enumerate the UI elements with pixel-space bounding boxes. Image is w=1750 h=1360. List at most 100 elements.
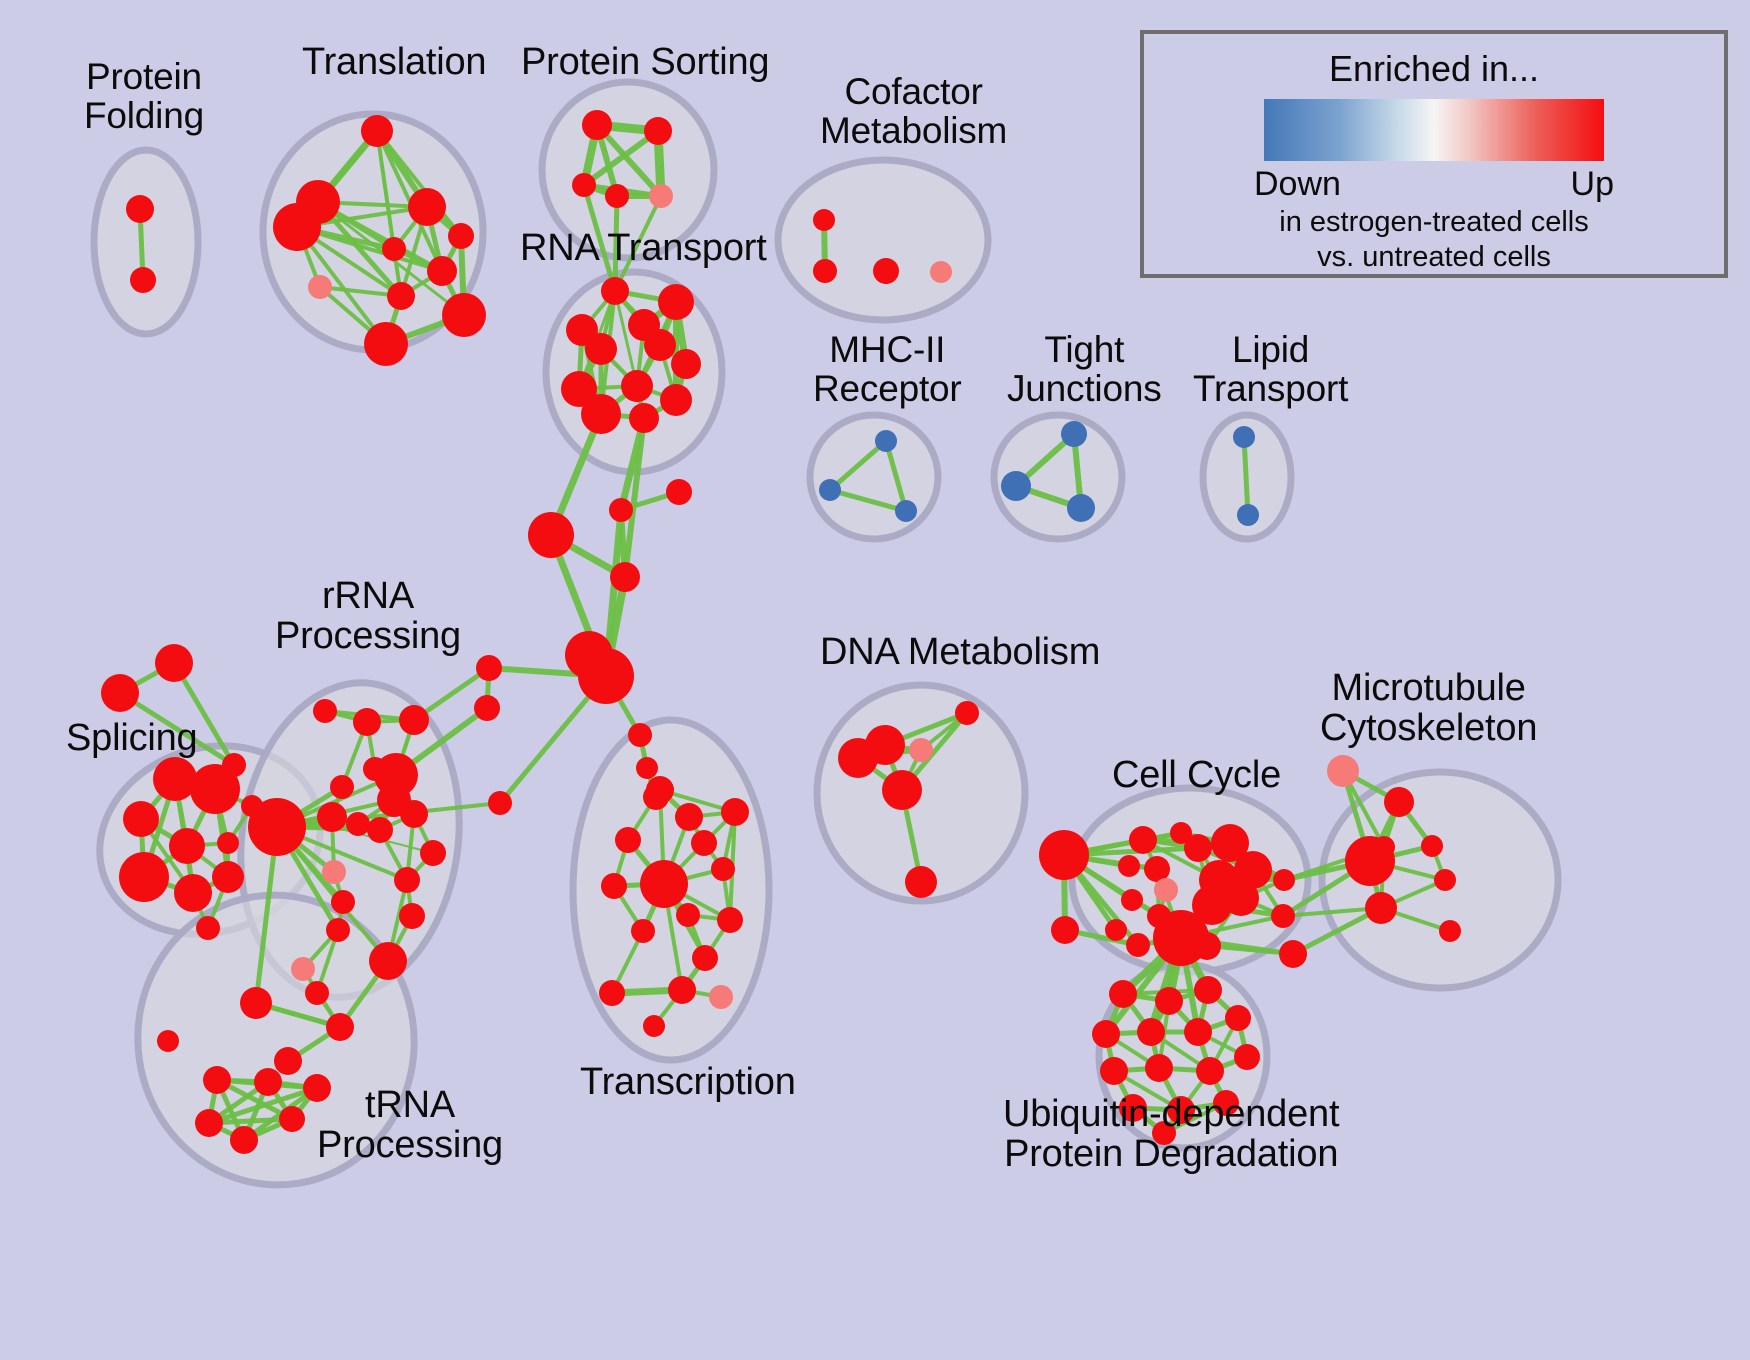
node-rna-transport[interactable] (629, 403, 659, 433)
node-rrna-processing[interactable] (291, 957, 315, 981)
node-translation[interactable] (427, 256, 457, 286)
node-ubiquitin[interactable] (1225, 1005, 1251, 1031)
node-translation[interactable] (364, 322, 408, 366)
node-cell-cycle[interactable] (1126, 933, 1150, 957)
node-rrna-processing[interactable] (400, 800, 428, 828)
node-bridge[interactable] (474, 695, 500, 721)
node-transcription[interactable] (668, 976, 696, 1004)
node-splicing[interactable] (123, 801, 159, 837)
node-rrna-processing[interactable] (367, 817, 393, 843)
node-cell-cycle[interactable] (1184, 834, 1212, 862)
node-microtubule[interactable] (1327, 755, 1359, 787)
node-bridge[interactable] (609, 498, 633, 522)
node-cell-cycle[interactable] (1192, 885, 1232, 925)
node-cell-cycle[interactable] (1273, 869, 1295, 891)
node-translation[interactable] (273, 203, 321, 251)
node-lipid-transport[interactable] (1237, 504, 1259, 526)
node-trna-processing[interactable] (279, 1106, 305, 1132)
node-translation[interactable] (308, 275, 332, 299)
node-cell-cycle[interactable] (1223, 880, 1259, 916)
node-transcription[interactable] (675, 803, 703, 831)
node-cell-cycle[interactable] (1279, 940, 1307, 968)
node-trna-processing[interactable] (203, 1066, 231, 1094)
node-rrna-processing[interactable] (248, 798, 306, 856)
node-transcription[interactable] (717, 907, 743, 933)
node-protein-sorting[interactable] (582, 110, 612, 140)
node-rrna-processing[interactable] (305, 981, 329, 1005)
node-rrna-processing[interactable] (274, 1047, 302, 1075)
node-ubiquitin[interactable] (1145, 1054, 1173, 1082)
node-ubiquitin[interactable] (1092, 1020, 1120, 1048)
node-protein-sorting[interactable] (644, 117, 672, 145)
node-ubiquitin[interactable] (1213, 1090, 1239, 1116)
node-rrna-processing[interactable] (322, 860, 346, 884)
node-dna-metabolism[interactable] (905, 866, 937, 898)
node-rrna-processing[interactable] (399, 903, 425, 929)
node-splicing[interactable] (190, 764, 240, 814)
node-cell-cycle[interactable] (1105, 919, 1127, 941)
node-mhc-ii-receptor[interactable] (819, 479, 841, 501)
node-cell-cycle[interactable] (1211, 824, 1249, 862)
node-rrna-processing[interactable] (313, 699, 337, 723)
node-ubiquitin[interactable] (1119, 1094, 1147, 1122)
node-cell-cycle[interactable] (1121, 889, 1143, 911)
node-ubiquitin[interactable] (1184, 1018, 1212, 1046)
node-cell-cycle[interactable] (1039, 830, 1089, 880)
node-ubiquitin[interactable] (1234, 1044, 1260, 1070)
node-splicing[interactable] (119, 852, 169, 902)
node-trna-processing[interactable] (303, 1074, 331, 1102)
node-protein-folding[interactable] (130, 267, 156, 293)
node-lipid-transport[interactable] (1233, 426, 1255, 448)
node-ubiquitin[interactable] (1194, 976, 1222, 1004)
node-cell-cycle[interactable] (1051, 916, 1079, 944)
node-mhc-ii-receptor[interactable] (875, 430, 897, 452)
node-bridge[interactable] (578, 648, 634, 704)
node-ubiquitin[interactable] (1196, 1057, 1224, 1085)
node-cell-cycle[interactable] (1129, 826, 1157, 854)
node-translation[interactable] (361, 115, 393, 147)
node-mhc-ii-receptor[interactable] (895, 500, 917, 522)
node-cell-cycle[interactable] (1193, 932, 1221, 960)
node-transcription[interactable] (601, 873, 627, 899)
node-rrna-processing[interactable] (240, 987, 272, 1019)
node-rrna-processing[interactable] (420, 840, 446, 866)
node-trna-processing[interactable] (230, 1126, 258, 1154)
node-dna-metabolism[interactable] (882, 770, 922, 810)
node-bridge[interactable] (610, 562, 640, 592)
node-splicing[interactable] (169, 828, 205, 864)
node-cofactor-metabolism[interactable] (813, 259, 837, 283)
node-splicing[interactable] (196, 916, 220, 940)
node-cofactor-metabolism[interactable] (813, 209, 835, 231)
node-splicing[interactable] (101, 674, 139, 712)
node-translation[interactable] (408, 188, 446, 226)
node-dna-metabolism[interactable] (838, 738, 878, 778)
node-rrna-processing[interactable] (369, 942, 407, 980)
node-splicing[interactable] (222, 753, 246, 777)
node-splicing[interactable] (217, 832, 239, 854)
node-bridge[interactable] (666, 479, 692, 505)
node-cell-cycle[interactable] (1271, 904, 1295, 928)
node-rrna-processing[interactable] (326, 1013, 354, 1041)
node-splicing[interactable] (212, 861, 244, 893)
node-microtubule[interactable] (1384, 787, 1414, 817)
node-transcription[interactable] (615, 827, 641, 853)
node-ubiquitin[interactable] (1100, 1057, 1128, 1085)
node-trna-processing[interactable] (195, 1109, 223, 1137)
node-rrna-processing[interactable] (331, 890, 355, 914)
node-transcription[interactable] (640, 860, 688, 908)
node-transcription[interactable] (631, 919, 655, 943)
node-transcription[interactable] (709, 985, 733, 1009)
node-cofactor-metabolism[interactable] (930, 261, 952, 283)
node-bridge[interactable] (643, 784, 669, 810)
node-bridge[interactable] (476, 655, 502, 681)
node-trna-processing[interactable] (157, 1030, 179, 1052)
node-rrna-processing[interactable] (317, 802, 347, 832)
node-ubiquitin[interactable] (1155, 987, 1183, 1015)
node-bridge[interactable] (636, 757, 658, 779)
node-splicing[interactable] (153, 757, 197, 801)
node-transcription[interactable] (711, 857, 735, 881)
node-rna-transport[interactable] (671, 349, 701, 379)
node-tight-junctions[interactable] (1001, 471, 1031, 501)
node-rrna-processing[interactable] (346, 812, 370, 836)
node-protein-sorting[interactable] (572, 173, 596, 197)
